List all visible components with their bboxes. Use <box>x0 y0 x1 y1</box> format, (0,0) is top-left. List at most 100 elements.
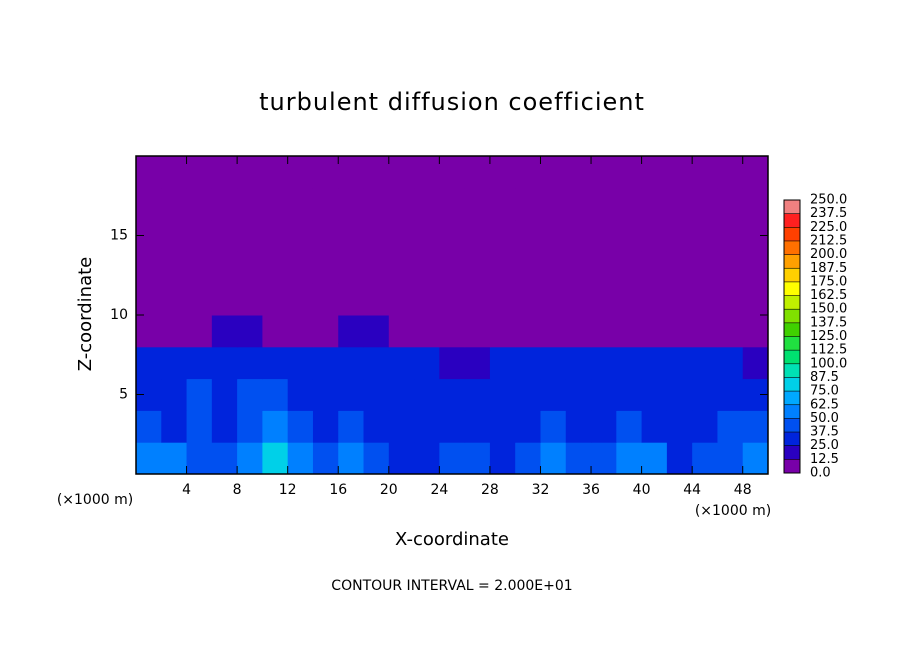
heat-cell <box>742 315 769 348</box>
heat-cell <box>692 156 718 189</box>
colorbar-tick-label: 125.0 <box>810 329 847 344</box>
heat-cell <box>742 251 769 284</box>
heat-cell <box>464 378 491 411</box>
colorbar-tick-label: 187.5 <box>810 261 847 276</box>
heat-cell <box>666 410 693 443</box>
heat-cell <box>692 283 718 316</box>
heat-cell <box>363 410 390 443</box>
heat-cell <box>287 315 314 348</box>
colorbar-tick-label: 100.0 <box>810 356 847 371</box>
heat-cell <box>312 315 339 348</box>
heat-cell <box>742 283 769 316</box>
heat-cell <box>312 442 339 475</box>
heat-cell <box>388 346 415 380</box>
heat-cell <box>312 410 339 443</box>
heat-cell <box>287 378 314 411</box>
heat-cell <box>591 315 617 348</box>
heat-cell <box>666 315 693 348</box>
colorbar-swatch <box>784 268 800 282</box>
heat-cell <box>414 219 440 252</box>
heat-cell <box>439 315 466 348</box>
heat-cell <box>692 187 718 221</box>
heat-cell <box>565 346 592 380</box>
colorbar-swatch <box>784 227 800 241</box>
heat-cell <box>439 187 466 221</box>
heat-cell <box>414 315 440 348</box>
heat-cell <box>717 283 744 316</box>
heat-cell <box>186 251 213 284</box>
x-tick-label: 8 <box>233 482 242 498</box>
x-tick-label: 20 <box>380 482 398 498</box>
heat-cell <box>692 378 718 411</box>
heat-cell <box>414 283 440 316</box>
heat-cell <box>666 378 693 411</box>
heat-cell <box>540 442 567 475</box>
heat-cell <box>439 156 466 189</box>
heat-cell <box>388 187 415 221</box>
heat-cell <box>338 315 365 348</box>
heat-cell <box>591 187 617 221</box>
heat-cell <box>262 283 289 316</box>
heat-cell <box>565 315 592 348</box>
x-axis-label: X-coordinate <box>395 529 509 550</box>
heat-cell <box>211 219 238 252</box>
heat-cell <box>388 156 415 189</box>
colorbar-swatch <box>784 295 800 310</box>
heat-cell <box>591 410 617 443</box>
heat-cell <box>692 346 718 380</box>
heat-cell <box>616 378 643 411</box>
heat-cell <box>414 442 440 475</box>
heat-cell <box>363 283 390 316</box>
heat-cell <box>717 251 744 284</box>
heat-cell <box>717 410 744 443</box>
heat-cell <box>616 315 643 348</box>
heat-cell <box>237 251 263 284</box>
heat-cell <box>161 187 188 221</box>
heat-cell <box>591 283 617 316</box>
heat-cell <box>616 187 643 221</box>
heat-cell <box>641 442 668 475</box>
colorbar-tick-label: 212.5 <box>810 233 847 248</box>
heat-cell <box>287 346 314 380</box>
heat-cell <box>540 219 567 252</box>
heat-cell <box>565 283 592 316</box>
colorbar-swatch <box>784 391 800 405</box>
heat-cell <box>515 410 541 443</box>
heat-cell <box>312 219 339 252</box>
heat-cell <box>211 315 238 348</box>
heat-cell <box>414 346 440 380</box>
colorbar-swatch <box>784 459 800 473</box>
heat-cell <box>262 187 289 221</box>
y-unit-label: (×1000 m) <box>57 492 133 508</box>
colorbar-tick-label: 200.0 <box>810 247 847 262</box>
heat-cell <box>717 378 744 411</box>
heat-cell <box>211 187 238 221</box>
heat-cell <box>591 156 617 189</box>
heat-cell <box>388 442 415 475</box>
heat-cell <box>641 219 668 252</box>
heat-cell <box>388 378 415 411</box>
heat-cell <box>237 346 263 380</box>
chart-title: turbulent diffusion coefficient <box>259 88 645 116</box>
colorbar-swatch <box>784 404 800 419</box>
heat-cell <box>161 378 188 411</box>
colorbar-tick-label: 137.5 <box>810 315 847 330</box>
heat-cell <box>742 187 769 221</box>
heat-cell <box>616 156 643 189</box>
heat-cell <box>464 442 491 475</box>
heat-cell <box>136 156 162 189</box>
x-tick-label: 24 <box>430 482 448 498</box>
heat-cell <box>666 442 693 475</box>
heat-cell <box>515 315 541 348</box>
heat-cell <box>641 410 668 443</box>
heat-cell <box>136 346 162 380</box>
heat-cell <box>692 410 718 443</box>
colorbar-tick-label: 37.5 <box>810 425 839 440</box>
colorbar-tick-label: 62.5 <box>810 397 839 412</box>
x-tick-label: 36 <box>582 482 600 498</box>
heat-cell <box>161 442 188 475</box>
colorbar-tick-label: 75.0 <box>810 384 839 399</box>
heat-cell <box>211 283 238 316</box>
heat-cell <box>363 442 390 475</box>
heat-cell <box>717 442 744 475</box>
